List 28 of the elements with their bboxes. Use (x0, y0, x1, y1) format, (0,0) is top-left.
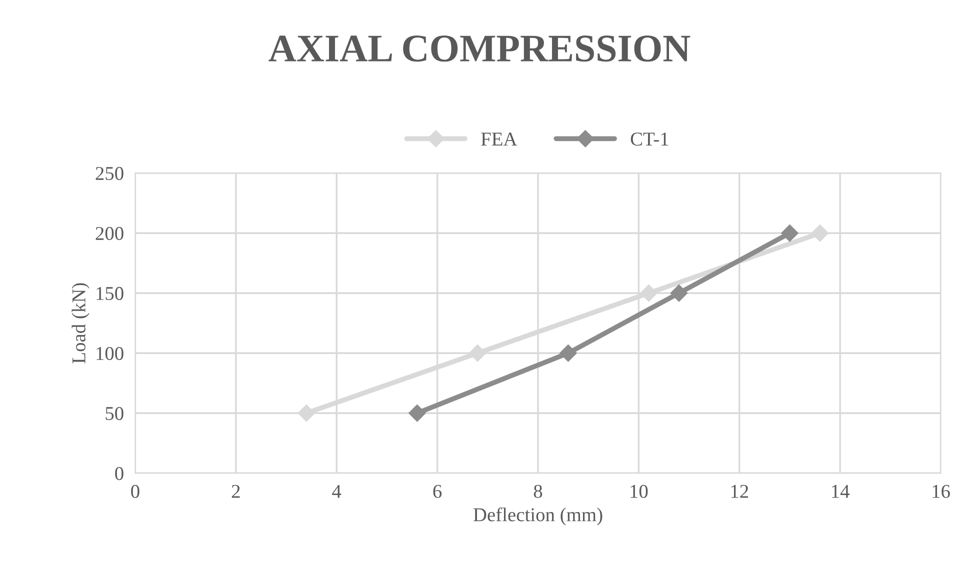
point (640, 284, 658, 302)
y-axis-title: Load (kN) (72, 283, 90, 364)
y-tick-label: 0 (115, 466, 124, 480)
legend-label: FEA (481, 132, 518, 146)
y-tick-label: 250 (96, 166, 124, 180)
point (469, 344, 486, 362)
x-tick-label: 14 (832, 484, 850, 498)
x-tick-label: 0 (131, 484, 140, 498)
x-tick-label: 16 (932, 484, 950, 498)
y-tick-label: 50 (106, 406, 124, 420)
point (670, 284, 688, 302)
legend-label: CT-1 (630, 132, 668, 146)
x-tick-label: 4 (332, 484, 342, 498)
point (408, 404, 426, 422)
y-tick-label: 100 (96, 346, 124, 360)
point (811, 224, 828, 242)
x-tick-label: 8 (534, 484, 542, 498)
x-tick-label: 6 (433, 484, 442, 498)
x-tick-label: 2 (232, 484, 240, 498)
chart-title: AXIAL COMPRESSION (268, 36, 690, 62)
y-tick-label: 200 (96, 226, 124, 240)
point (560, 344, 577, 362)
point (298, 404, 315, 422)
x-axis-title: Deflection (mm) (474, 507, 602, 526)
x-tick-label: 10 (630, 484, 648, 498)
point (781, 224, 798, 242)
x-tick-label: 12 (731, 484, 748, 498)
y-tick-label: 150 (96, 286, 124, 300)
